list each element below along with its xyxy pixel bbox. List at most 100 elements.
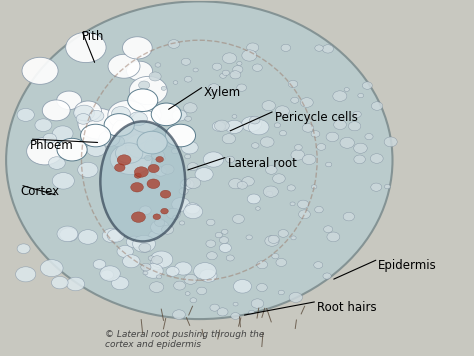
Circle shape	[78, 108, 119, 139]
Circle shape	[168, 40, 180, 48]
Circle shape	[52, 173, 74, 189]
Circle shape	[311, 185, 317, 189]
Circle shape	[81, 124, 111, 147]
Circle shape	[233, 302, 238, 306]
Circle shape	[185, 292, 190, 295]
Circle shape	[324, 226, 333, 232]
Circle shape	[322, 45, 334, 53]
Circle shape	[151, 261, 163, 270]
Circle shape	[279, 131, 286, 136]
Circle shape	[149, 231, 161, 240]
Circle shape	[206, 240, 216, 247]
Text: Xylem: Xylem	[204, 86, 241, 99]
Circle shape	[144, 263, 163, 278]
Circle shape	[207, 252, 217, 260]
Text: Epidermis: Epidermis	[378, 259, 437, 272]
Circle shape	[86, 142, 106, 156]
Circle shape	[314, 262, 323, 268]
Circle shape	[315, 206, 323, 213]
Circle shape	[149, 282, 164, 293]
Circle shape	[116, 143, 143, 163]
Circle shape	[230, 71, 241, 79]
Circle shape	[291, 150, 305, 160]
Circle shape	[112, 116, 151, 146]
Circle shape	[126, 134, 158, 158]
Circle shape	[134, 173, 141, 178]
Circle shape	[272, 253, 279, 259]
Circle shape	[233, 279, 252, 293]
Circle shape	[291, 97, 299, 103]
Circle shape	[179, 188, 188, 195]
Circle shape	[151, 103, 182, 126]
Circle shape	[212, 121, 225, 131]
Circle shape	[22, 57, 58, 84]
Circle shape	[104, 114, 134, 136]
Circle shape	[249, 310, 255, 315]
Circle shape	[129, 112, 147, 126]
Circle shape	[155, 219, 165, 226]
Circle shape	[111, 277, 129, 290]
Circle shape	[122, 255, 140, 268]
Circle shape	[66, 32, 106, 63]
Circle shape	[343, 213, 355, 221]
Circle shape	[182, 58, 191, 65]
Circle shape	[143, 271, 148, 275]
Circle shape	[251, 299, 264, 308]
Circle shape	[131, 212, 146, 222]
Circle shape	[226, 120, 243, 134]
Circle shape	[323, 273, 331, 279]
Circle shape	[16, 267, 36, 282]
Circle shape	[182, 179, 191, 186]
Circle shape	[17, 109, 34, 121]
Circle shape	[102, 229, 121, 243]
Circle shape	[133, 235, 155, 252]
Circle shape	[139, 206, 151, 215]
Circle shape	[219, 237, 228, 244]
Circle shape	[220, 73, 227, 78]
Circle shape	[131, 183, 143, 192]
Circle shape	[153, 214, 161, 220]
Circle shape	[215, 232, 222, 238]
Circle shape	[203, 152, 224, 167]
Circle shape	[129, 77, 167, 105]
Circle shape	[344, 88, 349, 91]
Circle shape	[121, 100, 161, 130]
Circle shape	[74, 101, 101, 121]
Circle shape	[78, 162, 98, 177]
Circle shape	[281, 44, 291, 51]
Circle shape	[256, 283, 267, 292]
Circle shape	[42, 100, 70, 121]
Text: © Lateral root pushing through the
cortex and epidermis: © Lateral root pushing through the corte…	[105, 330, 264, 349]
Circle shape	[60, 228, 78, 242]
Circle shape	[317, 143, 326, 150]
Circle shape	[161, 164, 174, 174]
Circle shape	[222, 70, 229, 75]
Circle shape	[101, 270, 114, 279]
Circle shape	[110, 143, 152, 174]
Circle shape	[315, 45, 323, 51]
Circle shape	[253, 64, 262, 71]
Ellipse shape	[100, 121, 185, 241]
Circle shape	[242, 177, 254, 186]
Circle shape	[145, 155, 152, 161]
Circle shape	[217, 308, 228, 316]
Circle shape	[173, 81, 178, 84]
Circle shape	[137, 131, 167, 154]
Circle shape	[172, 148, 179, 154]
Circle shape	[185, 203, 200, 214]
Circle shape	[183, 204, 203, 219]
Circle shape	[148, 164, 159, 173]
Circle shape	[371, 183, 382, 191]
Circle shape	[278, 290, 284, 295]
Circle shape	[233, 66, 243, 73]
Circle shape	[210, 304, 219, 311]
Circle shape	[165, 136, 180, 147]
Circle shape	[164, 137, 173, 144]
Circle shape	[151, 220, 169, 234]
Circle shape	[172, 198, 190, 211]
Circle shape	[127, 61, 153, 81]
Circle shape	[172, 110, 187, 121]
Circle shape	[222, 134, 236, 144]
Circle shape	[76, 114, 91, 124]
Circle shape	[160, 190, 171, 198]
